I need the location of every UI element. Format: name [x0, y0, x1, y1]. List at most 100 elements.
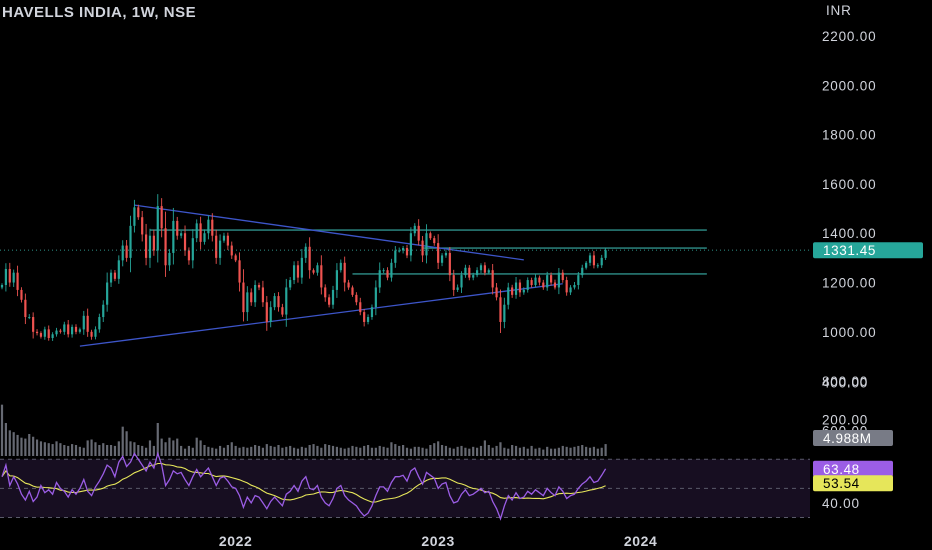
candle-body [222, 235, 226, 241]
candle-body [28, 317, 31, 319]
volume-bar [51, 444, 54, 456]
volume-bar [421, 447, 424, 456]
volume-bar [43, 442, 46, 456]
volume-bar [261, 447, 265, 456]
time-axis[interactable]: 2022 2023 2024 [219, 533, 658, 549]
last-price-value: 1331.45 [823, 243, 876, 258]
volume-badge-bg [813, 430, 893, 446]
volume-bar [495, 445, 498, 456]
candle-body [577, 275, 580, 285]
horizontal-levels[interactable] [149, 229, 707, 275]
candle-body [109, 272, 113, 283]
volume-bar [600, 447, 603, 456]
candle-body [273, 296, 276, 308]
price-axis[interactable]: 2200.00 2000.00 1800.00 1600.00 1400.00 1200.… [822, 29, 876, 438]
rsi-line [1, 451, 607, 521]
candle-body [472, 275, 475, 278]
candle-body [366, 317, 370, 322]
candle-body [4, 268, 7, 285]
volume-bar [604, 444, 607, 456]
volume-bar [553, 448, 557, 456]
volume-bar [343, 448, 346, 456]
candle-body [160, 206, 163, 229]
candle-body [483, 265, 486, 273]
trendline[interactable] [79, 283, 563, 347]
candle-body [320, 265, 323, 288]
volume-bar [402, 445, 405, 456]
candle-body [32, 317, 35, 332]
candle-body [370, 307, 374, 318]
rsi-badge: 63.48 [813, 460, 893, 477]
candle-body [538, 277, 541, 283]
candle-body [16, 272, 19, 290]
volume-bar [366, 445, 370, 456]
candle-body [394, 250, 397, 263]
volume-bar [499, 442, 502, 456]
candle-body [444, 252, 448, 256]
volume-bar [417, 446, 420, 456]
candle-body [511, 287, 514, 295]
candle-body [292, 265, 296, 281]
candle-body [70, 326, 74, 335]
volume-bar [168, 437, 171, 456]
candle-body [133, 207, 136, 226]
candle-body [113, 272, 117, 279]
volume-bar [250, 446, 253, 456]
volume-bar [8, 430, 11, 456]
candle-body [522, 289, 525, 293]
volume-bar [176, 438, 179, 456]
candle-body [553, 282, 557, 288]
volume-bar [35, 439, 39, 456]
candle-body [152, 235, 155, 251]
volume-bar [518, 447, 522, 456]
volume-bar [78, 446, 81, 456]
candle-body [78, 329, 81, 332]
volume-bar [588, 447, 592, 456]
volume-bar [24, 438, 27, 456]
volume-bar [121, 426, 124, 456]
volume-bar [546, 446, 549, 456]
candle-body [176, 220, 179, 236]
volume-bar [374, 447, 377, 456]
candle-body [417, 225, 420, 241]
currency-label: INR [826, 3, 852, 18]
volume-value: 4.988M [823, 431, 872, 446]
volume-bar [464, 447, 467, 456]
volume-bar [156, 423, 159, 456]
volume-bar [378, 445, 381, 456]
candle-body [55, 330, 58, 335]
candle-body [592, 255, 596, 266]
volume-bar [20, 437, 23, 456]
volume-bar [320, 447, 323, 456]
candle-body [121, 245, 124, 261]
volume-bar [141, 445, 144, 456]
volume-bar [254, 445, 257, 456]
candle-body [296, 265, 300, 278]
trendlines[interactable] [79, 204, 563, 347]
candle-body [246, 292, 249, 313]
candle-body [440, 255, 444, 263]
trendline[interactable] [134, 204, 524, 261]
price-tick-label: 1000.00 [822, 325, 876, 340]
volume-bar [370, 447, 374, 456]
candle-body [148, 235, 152, 258]
volume-bar [222, 447, 226, 456]
candle-body [51, 334, 54, 338]
candle-body [59, 330, 62, 332]
candle-body [12, 272, 15, 283]
volume-bar [55, 441, 58, 456]
volume-bar [292, 447, 296, 456]
candle-body [604, 250, 607, 258]
volume-bar [218, 445, 222, 456]
candle-body [413, 225, 416, 234]
volume-bar [405, 447, 409, 456]
candle-body [218, 240, 222, 258]
volume-badge: 4.988M [813, 430, 893, 446]
volume-bar [530, 445, 533, 456]
candle-body [164, 228, 167, 266]
volume-bar [347, 447, 350, 456]
volume-bar [238, 447, 241, 456]
price-tick-label: 2200.00 [822, 29, 876, 44]
volume-bar [59, 443, 62, 456]
